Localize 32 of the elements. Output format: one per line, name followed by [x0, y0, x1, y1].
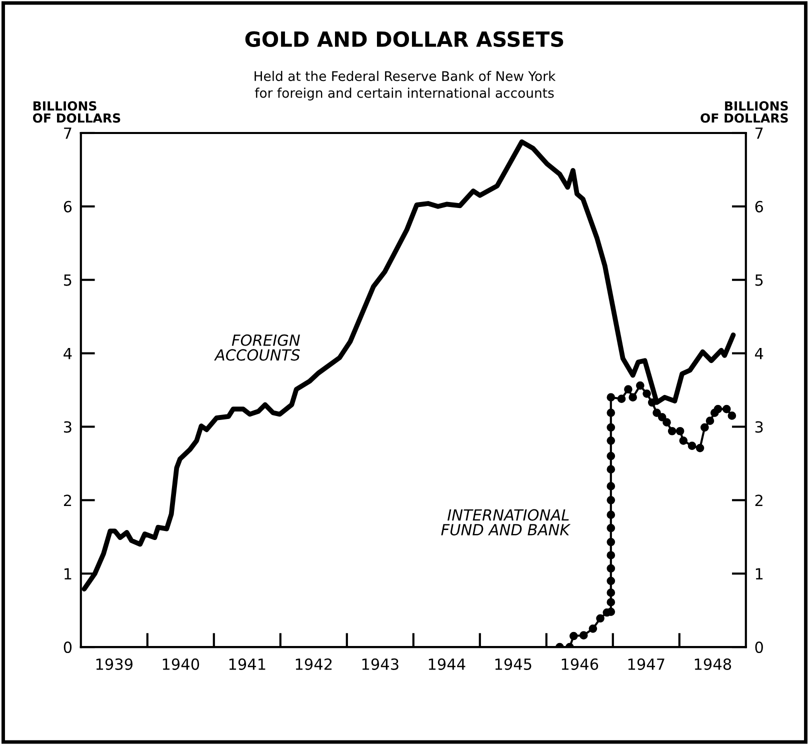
y2-tick-label: 3 — [755, 421, 763, 433]
x-tick-label: 1945 — [495, 658, 532, 670]
text: INTERNATIONAL FUND AND BANK — [441, 509, 571, 536]
y-tick-label: 4 — [64, 348, 72, 360]
x-tick-label: 1940 — [162, 658, 200, 670]
x-tick-label: 1939 — [96, 658, 133, 670]
y2-tick-label: 1 — [756, 568, 763, 580]
y2-tick-label: 7 — [755, 128, 763, 139]
y-tick-label: 6 — [64, 200, 72, 212]
x-tick-label: 1946 — [562, 658, 598, 670]
y-axis-title: BILLIONS OF DOLLARS — [32, 101, 120, 123]
x-tick-label: 1944 — [428, 658, 466, 670]
y2-axis-title: BILLIONS OF DOLLARS — [700, 101, 788, 123]
x-tick-label: 1943 — [362, 658, 398, 670]
chart-subtitle: Held at the Federal Reserve Bank of New York for foreign and certain international accounts — [254, 70, 556, 100]
x-tick-label: 1942 — [296, 658, 332, 670]
y-tick-label: 2 — [64, 494, 72, 506]
y2-tick-label: 0 — [755, 642, 763, 654]
chart-title: GOLD AND DOLLAR ASSETS — [245, 31, 564, 48]
series-label: FOREIGN ACCOUNTS — [214, 334, 300, 361]
x-tick-label: 1948 — [694, 658, 732, 670]
y2-tick-label: 4 — [754, 348, 764, 360]
y-tick-label: 5 — [64, 274, 72, 286]
y-tick-label: 3 — [64, 421, 72, 433]
y-tick-label: 0 — [64, 642, 72, 654]
x-tick-label: 1941 — [229, 658, 266, 670]
x-tick-label: 1947 — [628, 658, 664, 670]
y2-tick-label: 6 — [755, 200, 763, 212]
y2-tick-label: 5 — [755, 274, 763, 286]
y-tick-label: 1 — [64, 568, 72, 580]
y2-tick-label: 2 — [755, 494, 762, 506]
y-tick-label: 7 — [64, 128, 72, 139]
